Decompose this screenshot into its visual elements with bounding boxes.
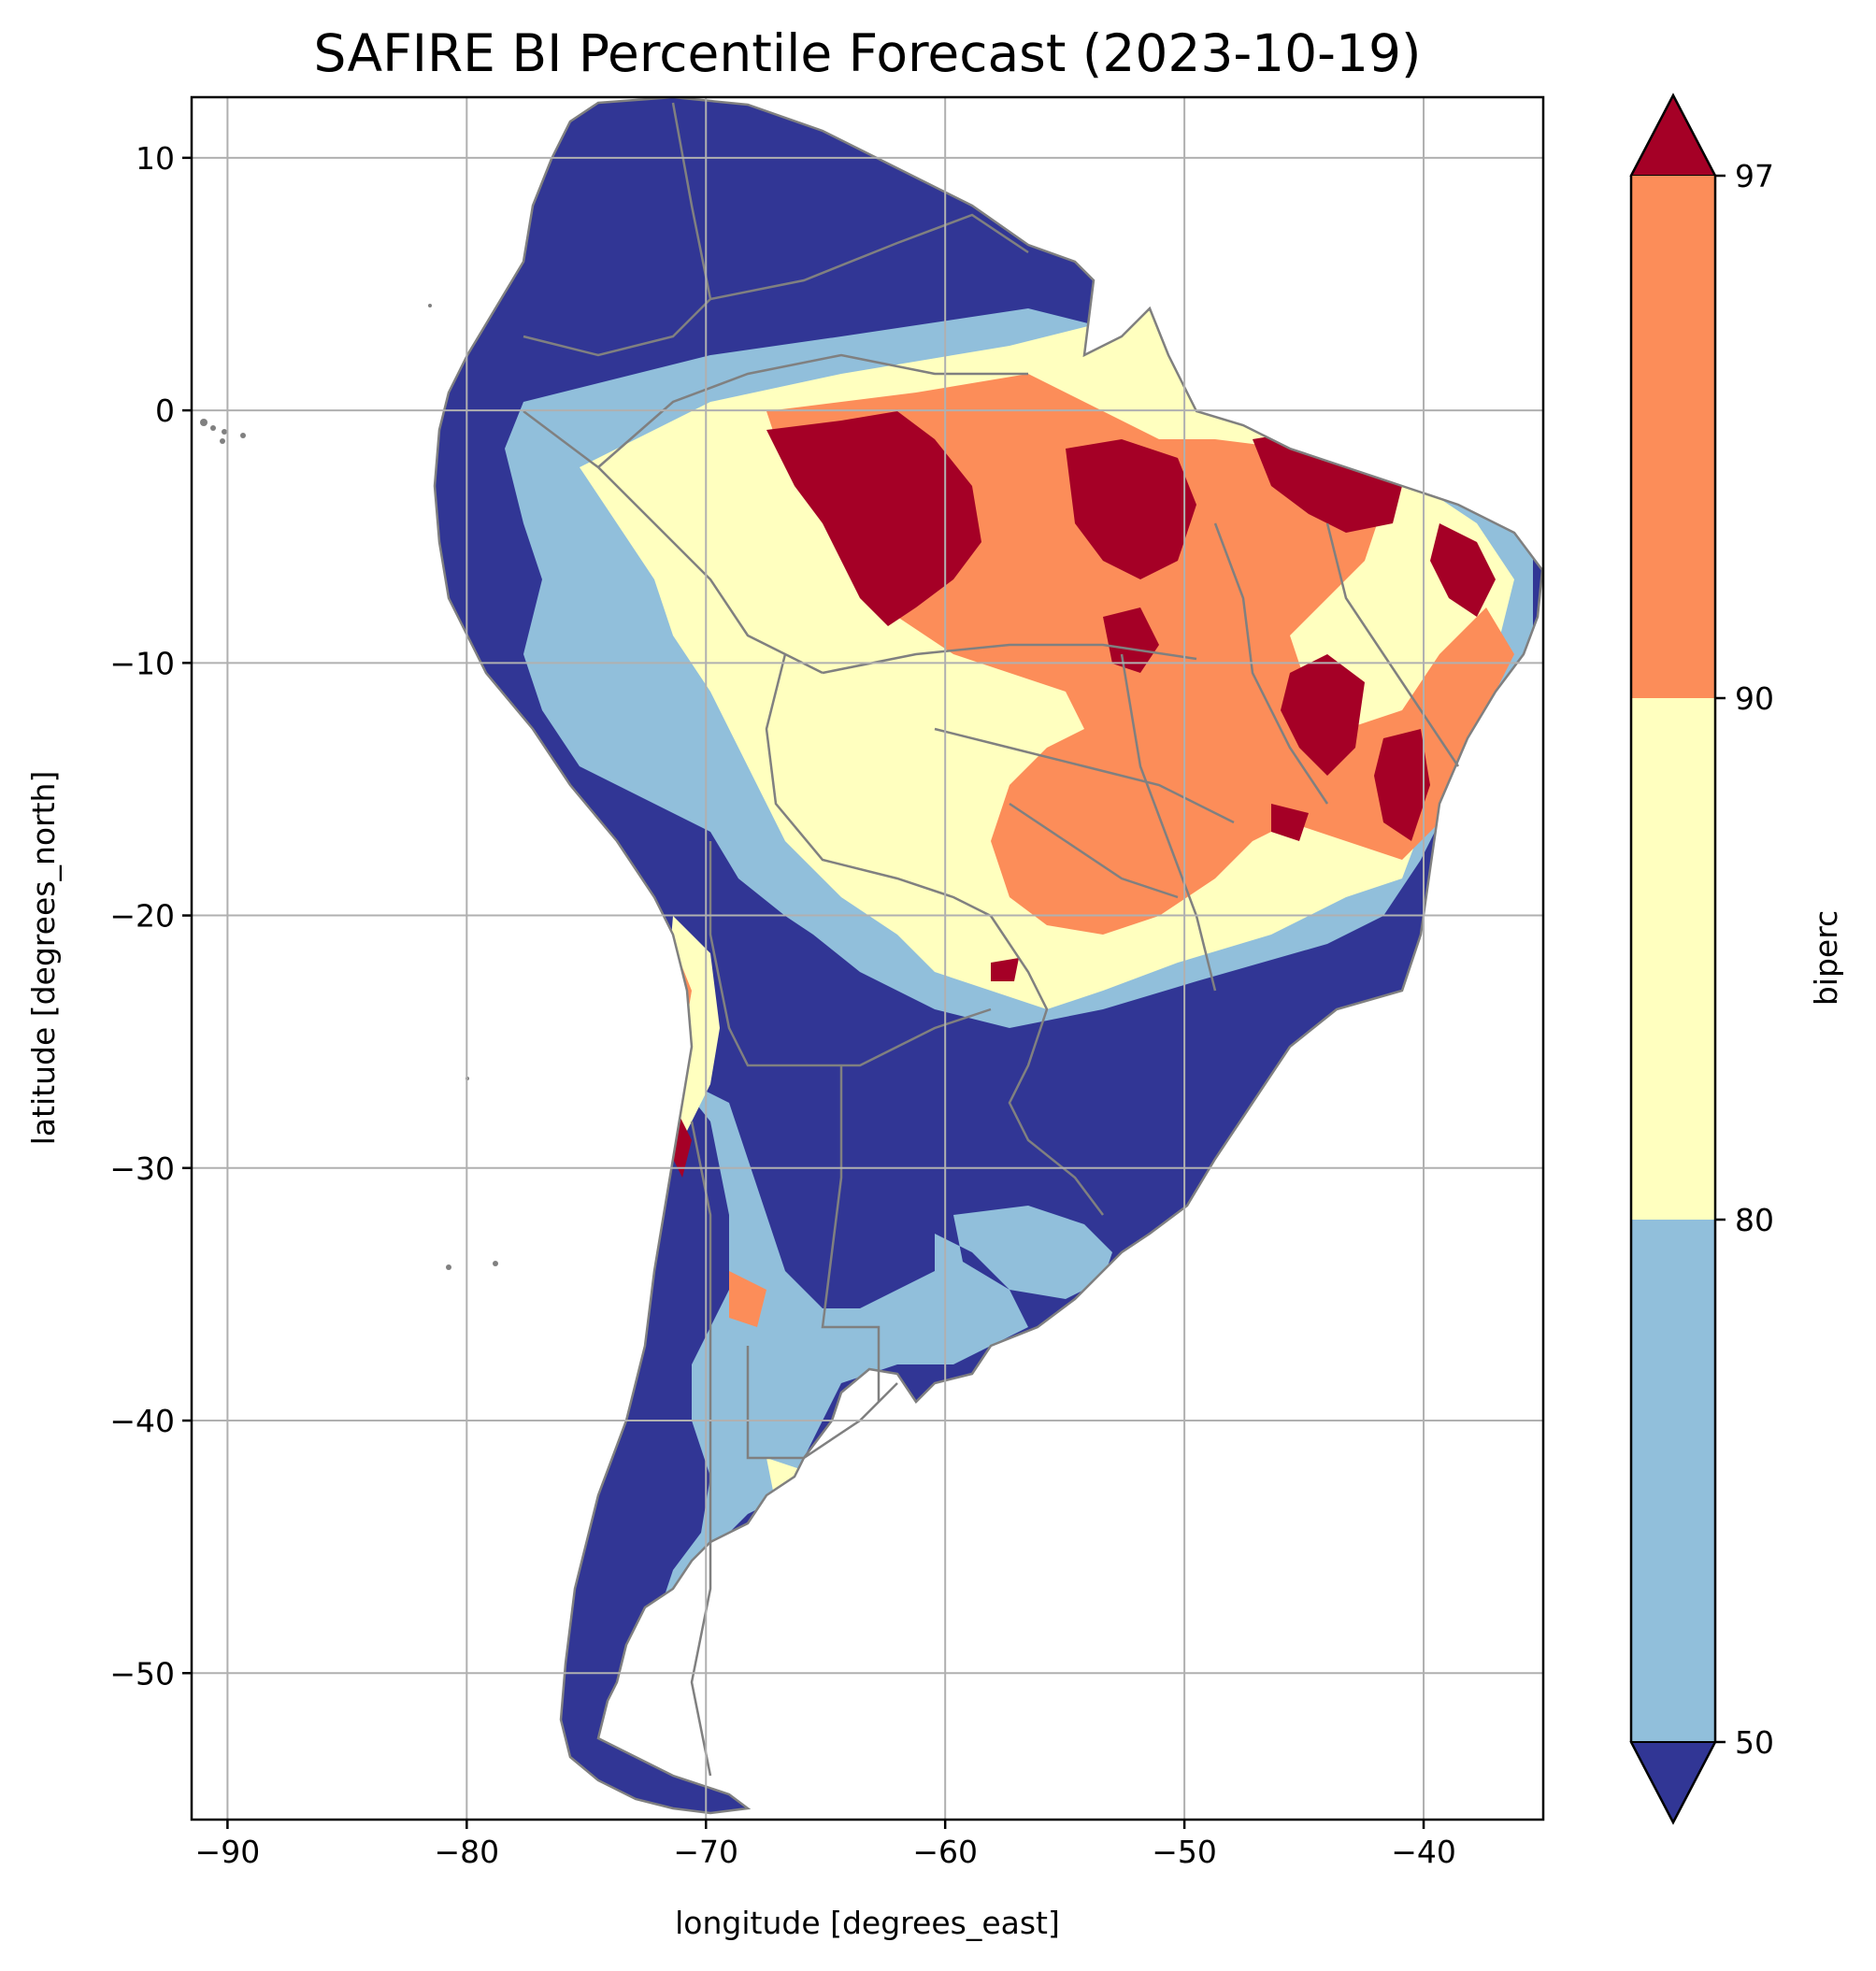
map-area — [192, 97, 1543, 1820]
colorbar-over-extension — [1629, 93, 1717, 177]
x-tick-label: −50 — [1152, 1834, 1217, 1870]
country-borders — [433, 97, 1543, 1815]
colorbar-label: biperc — [1808, 910, 1844, 1006]
y-tick-label: −10 — [109, 645, 175, 681]
y-tick-label: −50 — [109, 1655, 175, 1692]
region-90-97 — [668, 374, 1514, 1327]
colorbar-tick-80: 80 — [1735, 1202, 1774, 1238]
colorbar-tick-90: 90 — [1735, 680, 1774, 717]
x-tick-label: −60 — [912, 1834, 978, 1870]
x-axis-label: longitude [degrees_east] — [675, 1905, 1060, 1941]
y-tick-label: 0 — [155, 393, 175, 429]
y-axis-label: latitude [degrees_north] — [25, 771, 62, 1146]
x-tick-label: −40 — [1391, 1834, 1456, 1870]
colorbar-ticks — [1715, 174, 1726, 1744]
islands — [200, 304, 498, 1270]
x-tick-label: −70 — [673, 1834, 738, 1870]
x-tick-label: −90 — [195, 1834, 261, 1870]
y-tick-label: −40 — [109, 1403, 175, 1439]
colorbar-under-extension — [1629, 1741, 1717, 1825]
colorbar-tick-97: 97 — [1735, 158, 1774, 194]
colorbar-band-90-97 — [1631, 176, 1715, 698]
y-tick-label: −30 — [109, 1150, 175, 1187]
map-axes-frame — [190, 95, 1545, 1821]
y-tick-label: −20 — [109, 898, 175, 935]
colorbar-band-50-80 — [1631, 1220, 1715, 1742]
y-ticks: 10 0 −10 −20 −30 −40 −50 — [109, 140, 192, 1692]
region-above-97 — [668, 411, 1496, 1178]
y-tick-label: 10 — [136, 140, 175, 177]
colorbar-tick-50: 50 — [1735, 1724, 1774, 1761]
colorbar-band-80-90 — [1631, 698, 1715, 1220]
map-title: SAFIRE BI Percentile Forecast (2023-10-1… — [314, 23, 1422, 83]
x-ticks: −90 −80 −70 −60 −50 −40 — [195, 1820, 1456, 1870]
colorbar: 97 90 80 50 biperc — [1629, 93, 1844, 1825]
gridlines — [192, 97, 1543, 1820]
x-tick-label: −80 — [434, 1834, 499, 1870]
